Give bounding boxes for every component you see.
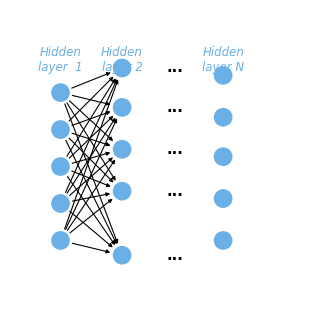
Circle shape [113, 98, 132, 117]
Text: Hidden
layer 2: Hidden layer 2 [101, 46, 143, 74]
Text: ...: ... [167, 60, 184, 76]
Text: ...: ... [167, 184, 184, 199]
Circle shape [214, 108, 233, 127]
Circle shape [51, 120, 70, 139]
Text: ...: ... [167, 248, 184, 263]
Text: Hidden
layer N: Hidden layer N [202, 46, 244, 74]
Circle shape [51, 83, 70, 102]
Text: Hidden
layer  1: Hidden layer 1 [38, 46, 83, 74]
Circle shape [51, 157, 70, 176]
Circle shape [51, 194, 70, 213]
Circle shape [214, 231, 233, 250]
Circle shape [113, 59, 132, 77]
Circle shape [214, 66, 233, 85]
Text: ...: ... [167, 142, 184, 157]
Circle shape [113, 140, 132, 159]
Circle shape [113, 246, 132, 265]
Text: ...: ... [167, 100, 184, 115]
Circle shape [113, 182, 132, 201]
Circle shape [51, 231, 70, 250]
Circle shape [214, 189, 233, 208]
Circle shape [214, 147, 233, 166]
